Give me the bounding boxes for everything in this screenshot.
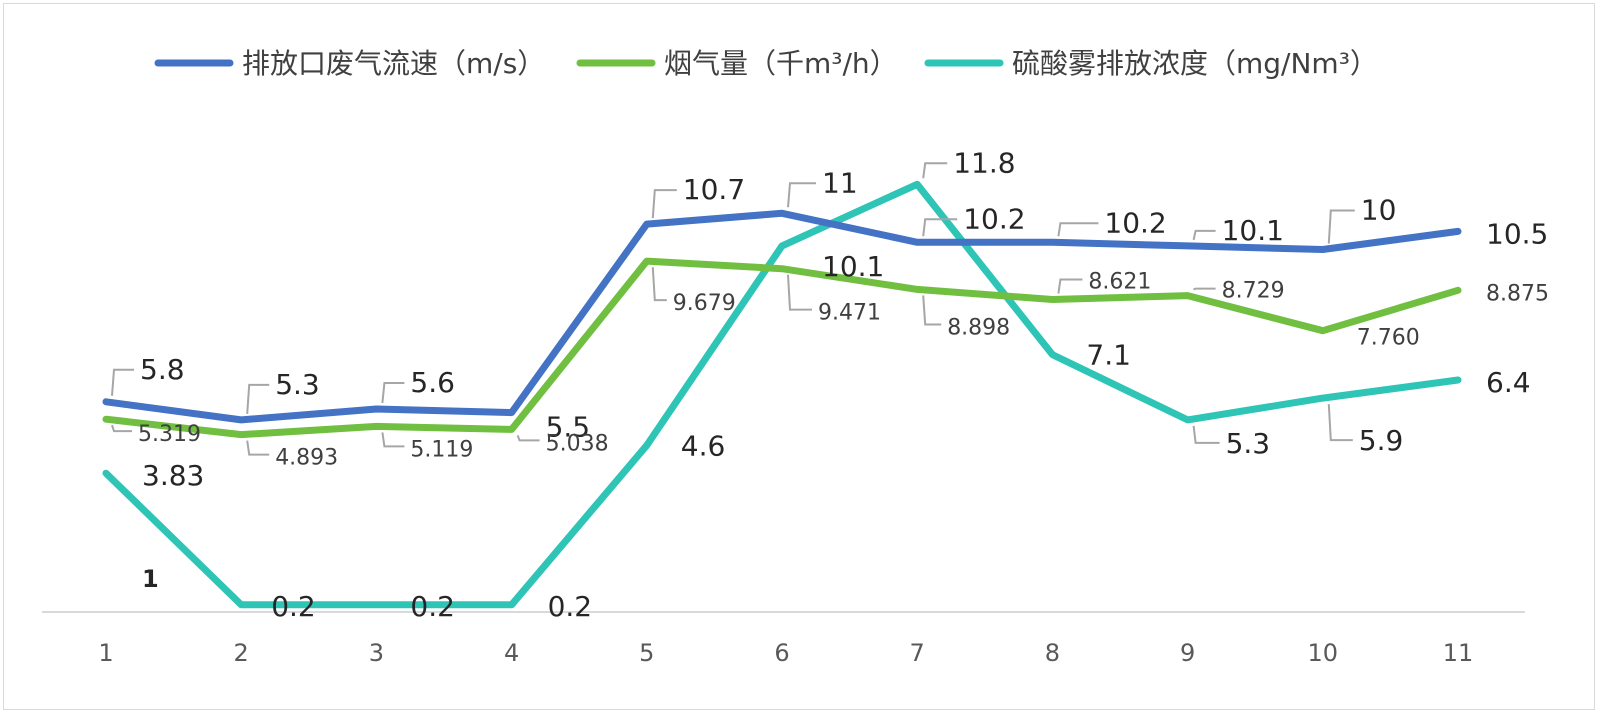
leader-line <box>787 274 812 311</box>
x-tick-label: 5 <box>639 639 654 667</box>
leader-line <box>381 432 405 448</box>
x-tick-label: 6 <box>774 639 789 667</box>
x-tick-label: 10 <box>1308 639 1339 667</box>
leader-line <box>787 182 816 208</box>
leader-line <box>516 435 540 442</box>
data-label-s2-p8: 7.1 <box>1086 339 1131 372</box>
data-label-s1-p8: 8.621 <box>1088 269 1151 294</box>
legend-label-1: 烟气量（千m³/h） <box>664 47 898 80</box>
leader-line <box>1327 209 1355 244</box>
data-label-s1-p10: 7.760 <box>1357 326 1420 351</box>
label-leaders <box>111 162 1355 456</box>
data-label-s2-p1: 3.83 <box>142 459 204 492</box>
chart-frame <box>3 3 1595 710</box>
leader-line <box>1192 425 1220 444</box>
legend-label-0: 排放口废气流速（m/s） <box>242 47 545 80</box>
leader-line <box>922 162 948 179</box>
leader-line <box>922 218 958 237</box>
data-label-s0-p4: 5.5 <box>546 411 591 444</box>
data-label-s2-p10: 5.9 <box>1359 424 1404 457</box>
data-label-s2-p5: 4.6 <box>681 429 726 462</box>
data-label-s1-p4: 5.038 <box>546 431 609 456</box>
data-label-s0-p8: 10.2 <box>1104 206 1166 239</box>
leader-line <box>381 382 405 404</box>
data-label-s2-p4: 0.2 <box>548 590 593 623</box>
data-label-s0-p10: 10 <box>1361 194 1397 227</box>
data-label-s0-p6: 11 <box>822 166 858 199</box>
legend: 排放口废气流速（m/s） 烟气量（千m³/h） 硫酸雾排放浓度（mg/Nm³） <box>154 47 1378 80</box>
leader-line <box>111 368 134 396</box>
data-label-s1-p7: 8.898 <box>947 315 1010 340</box>
leader-line <box>922 295 942 326</box>
data-label-s1-p6: 9.471 <box>818 301 881 326</box>
x-tick-label: 11 <box>1443 639 1474 667</box>
data-label-s0-p5: 10.7 <box>683 173 745 206</box>
x-tick-label: 9 <box>1180 639 1195 667</box>
x-tick-label: 2 <box>234 639 249 667</box>
leader-line <box>1192 229 1216 241</box>
series-lines <box>102 180 1462 609</box>
data-label-s2-p9: 5.3 <box>1226 427 1271 460</box>
data-label-s1-p11: 8.875 <box>1486 281 1549 306</box>
leader-line <box>651 267 667 302</box>
leader-line <box>111 424 132 433</box>
data-label-s1-p3: 5.119 <box>410 437 473 462</box>
data-label-s1-p5: 9.679 <box>673 291 736 316</box>
data-label-s0-p2: 5.3 <box>275 368 320 401</box>
x-tick-label: 1 <box>98 639 113 667</box>
data-label-s0-p1: 5.8 <box>140 353 185 386</box>
leader-line <box>246 440 270 456</box>
leader-line <box>651 189 677 219</box>
x-axis-ticks: 1 2 3 4 5 6 7 8 9 10 11 <box>98 639 1473 667</box>
series-line-1 <box>102 257 1462 439</box>
data-label-s0-p3: 5.6 <box>410 366 455 399</box>
leader-line <box>1193 287 1216 291</box>
series-line-0 <box>102 209 1462 424</box>
data-label-s2-p7: 11.8 <box>953 146 1015 179</box>
data-label-s2-p6: 10.1 <box>822 250 884 283</box>
data-label-extra: 1 <box>142 565 159 593</box>
series-line-2 <box>102 180 1462 609</box>
x-tick-label: 8 <box>1045 639 1060 667</box>
leader-line <box>1327 404 1353 442</box>
data-label-s1-p9: 8.729 <box>1222 279 1285 304</box>
x-tick-label: 7 <box>910 639 925 667</box>
data-label-s0-p9: 10.1 <box>1222 214 1284 247</box>
x-tick-label: 4 <box>504 639 519 667</box>
x-tick-label: 3 <box>369 639 384 667</box>
data-label-s2-p11: 6.4 <box>1486 366 1531 399</box>
data-label-s0-p11: 10.5 <box>1486 217 1548 250</box>
leader-line <box>1057 222 1099 237</box>
legend-label-2: 硫酸雾排放浓度（mg/Nm³） <box>1012 47 1378 80</box>
data-label-s2-p3: 0.2 <box>410 590 455 623</box>
data-label-s1-p1: 5.319 <box>138 422 201 447</box>
data-label-s0-p7: 10.2 <box>963 202 1025 235</box>
leader-line <box>1057 278 1083 294</box>
leader-line <box>246 383 270 414</box>
data-label-s2-p2: 0.2 <box>271 590 316 623</box>
data-label-s1-p2: 4.893 <box>275 446 338 471</box>
